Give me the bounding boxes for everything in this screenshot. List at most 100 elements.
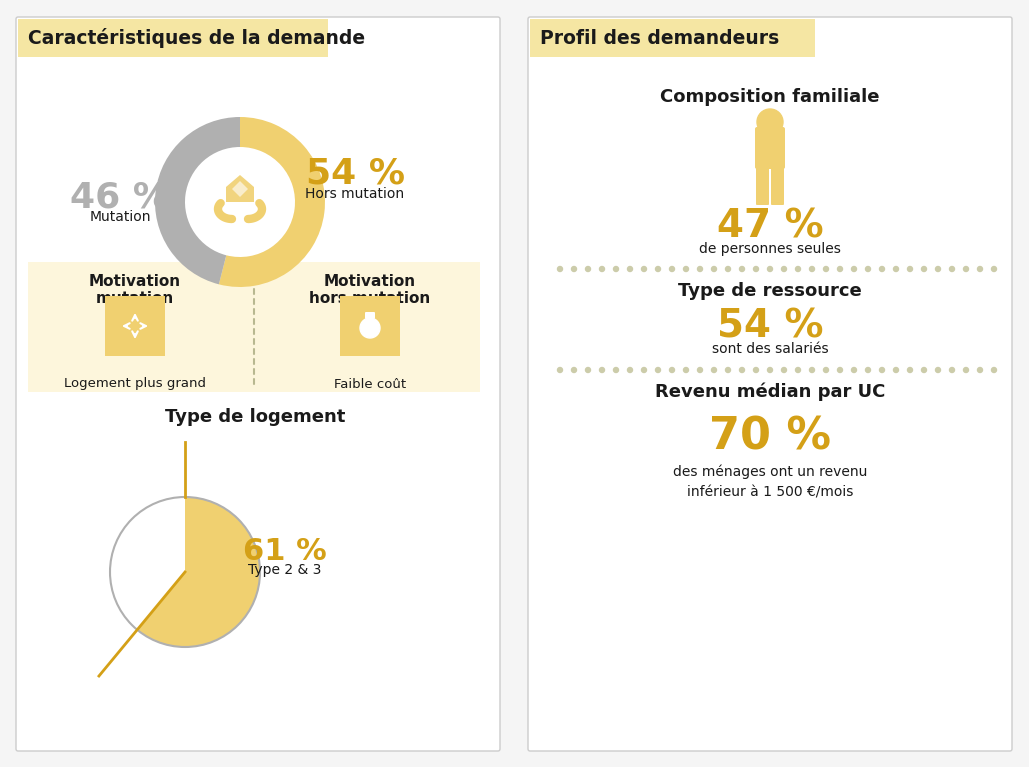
Text: des ménages ont un revenu
inférieur à 1 500 €/mois: des ménages ont un revenu inférieur à 1 …: [673, 465, 867, 499]
Text: Logement plus grand: Logement plus grand: [64, 377, 206, 390]
Circle shape: [838, 266, 843, 272]
Circle shape: [823, 266, 828, 272]
Circle shape: [838, 367, 843, 373]
Circle shape: [852, 266, 856, 272]
Circle shape: [935, 367, 941, 373]
Circle shape: [795, 367, 801, 373]
Wedge shape: [155, 117, 240, 285]
Circle shape: [963, 266, 968, 272]
Circle shape: [823, 367, 828, 373]
Circle shape: [641, 266, 646, 272]
Text: de personnes seules: de personnes seules: [699, 242, 841, 256]
Circle shape: [795, 266, 801, 272]
FancyBboxPatch shape: [365, 312, 375, 319]
Circle shape: [880, 367, 885, 373]
Circle shape: [908, 266, 913, 272]
Circle shape: [586, 266, 591, 272]
Text: 54 %: 54 %: [717, 308, 823, 346]
Text: Type de logement: Type de logement: [165, 408, 345, 426]
FancyBboxPatch shape: [28, 262, 480, 392]
Circle shape: [655, 367, 661, 373]
Circle shape: [600, 367, 604, 373]
Text: Type 2 & 3: Type 2 & 3: [248, 563, 322, 577]
Circle shape: [558, 266, 563, 272]
Circle shape: [613, 367, 618, 373]
FancyBboxPatch shape: [755, 127, 785, 169]
Text: Revenu médian par UC: Revenu médian par UC: [654, 383, 885, 401]
Circle shape: [753, 266, 758, 272]
Text: sont des salariés: sont des salariés: [712, 342, 828, 356]
Circle shape: [683, 266, 688, 272]
FancyBboxPatch shape: [530, 19, 815, 57]
FancyBboxPatch shape: [16, 17, 500, 751]
Text: Motivation
mutation: Motivation mutation: [88, 274, 181, 306]
Wedge shape: [137, 497, 260, 647]
Circle shape: [810, 367, 815, 373]
Circle shape: [655, 266, 661, 272]
Circle shape: [893, 266, 898, 272]
Circle shape: [725, 266, 731, 272]
Circle shape: [922, 367, 926, 373]
Circle shape: [757, 109, 783, 135]
Circle shape: [865, 266, 871, 272]
Circle shape: [992, 266, 996, 272]
Text: Hors mutation: Hors mutation: [306, 187, 404, 201]
Circle shape: [963, 367, 968, 373]
Circle shape: [992, 367, 996, 373]
Circle shape: [683, 367, 688, 373]
Text: Type de ressource: Type de ressource: [678, 282, 862, 300]
Circle shape: [950, 367, 955, 373]
Circle shape: [360, 318, 380, 338]
Circle shape: [571, 266, 576, 272]
Circle shape: [613, 266, 618, 272]
FancyBboxPatch shape: [528, 17, 1012, 751]
Circle shape: [571, 367, 576, 373]
FancyBboxPatch shape: [340, 296, 400, 356]
Wedge shape: [219, 117, 325, 287]
Circle shape: [852, 367, 856, 373]
Text: 61 %: 61 %: [243, 538, 327, 567]
Circle shape: [781, 367, 786, 373]
Circle shape: [698, 266, 703, 272]
Polygon shape: [232, 181, 248, 197]
FancyBboxPatch shape: [756, 165, 769, 205]
Text: Caractéristiques de la demande: Caractéristiques de la demande: [28, 28, 365, 48]
Circle shape: [935, 266, 941, 272]
Circle shape: [670, 367, 674, 373]
Circle shape: [740, 367, 745, 373]
Circle shape: [628, 367, 633, 373]
FancyBboxPatch shape: [771, 165, 784, 205]
Text: Profil des demandeurs: Profil des demandeurs: [540, 28, 779, 48]
Text: 70 %: 70 %: [709, 416, 831, 459]
Circle shape: [725, 367, 731, 373]
Circle shape: [711, 367, 716, 373]
Circle shape: [670, 266, 674, 272]
Circle shape: [740, 266, 745, 272]
Circle shape: [922, 266, 926, 272]
Circle shape: [698, 367, 703, 373]
Text: 46 %: 46 %: [71, 180, 170, 214]
Circle shape: [768, 367, 773, 373]
Text: 54 %: 54 %: [306, 157, 404, 191]
Polygon shape: [226, 175, 254, 202]
Circle shape: [865, 367, 871, 373]
Text: Motivation
hors mutation: Motivation hors mutation: [310, 274, 430, 306]
Circle shape: [628, 266, 633, 272]
Circle shape: [978, 367, 983, 373]
FancyBboxPatch shape: [17, 19, 328, 57]
Text: Mutation: Mutation: [90, 210, 151, 224]
Circle shape: [880, 266, 885, 272]
Circle shape: [810, 266, 815, 272]
Circle shape: [768, 266, 773, 272]
Circle shape: [641, 367, 646, 373]
Circle shape: [908, 367, 913, 373]
Text: 47 %: 47 %: [716, 208, 823, 246]
Circle shape: [950, 266, 955, 272]
Circle shape: [600, 266, 604, 272]
Circle shape: [586, 367, 591, 373]
Text: Composition familiale: Composition familiale: [661, 88, 880, 106]
Circle shape: [558, 367, 563, 373]
Circle shape: [711, 266, 716, 272]
Circle shape: [781, 266, 786, 272]
Text: Faible coût: Faible coût: [334, 377, 406, 390]
